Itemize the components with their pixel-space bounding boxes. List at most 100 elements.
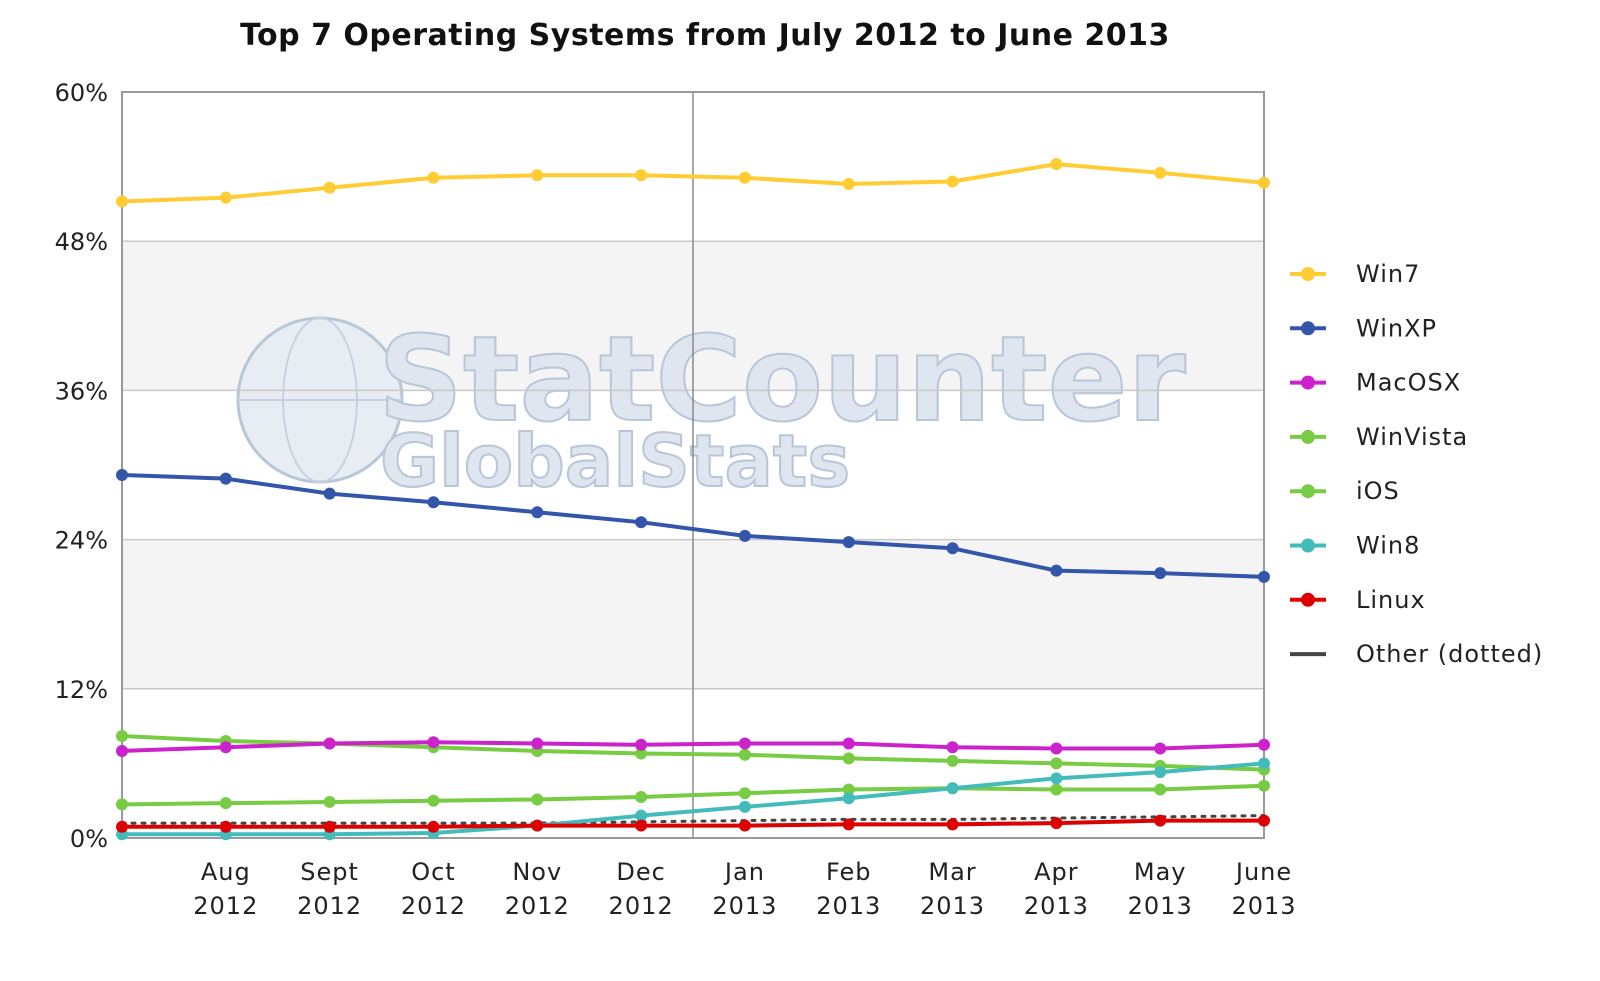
legend-label-win7: Win7 bbox=[1356, 260, 1420, 288]
data-point-linux bbox=[323, 820, 336, 833]
x-tick-label-month: Jan bbox=[723, 858, 765, 886]
data-point-winxp bbox=[323, 487, 336, 500]
data-point-macosx bbox=[531, 737, 544, 750]
data-point-win7 bbox=[946, 175, 959, 188]
data-point-winxp bbox=[738, 529, 751, 542]
y-tick-label: 48% bbox=[55, 228, 108, 256]
data-point-macosx bbox=[427, 736, 440, 749]
data-point-macosx bbox=[946, 741, 959, 754]
data-point-ios bbox=[531, 793, 544, 806]
x-tick-label-year: 2012 bbox=[609, 892, 674, 920]
data-point-linux bbox=[116, 820, 128, 833]
y-tick-label: 12% bbox=[55, 676, 108, 704]
data-point-ios bbox=[1154, 783, 1167, 796]
data-point-win7 bbox=[738, 171, 751, 184]
data-point-winxp bbox=[946, 542, 959, 555]
data-point-linux bbox=[1154, 814, 1167, 827]
legend-swatch-marker-winxp bbox=[1301, 321, 1315, 336]
series-line-linux bbox=[120, 818, 1266, 829]
data-point-win7 bbox=[323, 181, 336, 194]
x-tick-label-year: 2013 bbox=[1231, 892, 1296, 920]
x-tick-label-month: June bbox=[1234, 858, 1292, 886]
legend-label-linux: Linux bbox=[1356, 586, 1426, 614]
legend-swatch-marker-win8 bbox=[1301, 538, 1315, 553]
data-point-ios bbox=[116, 798, 128, 811]
legend-label-win8: Win8 bbox=[1356, 532, 1420, 560]
x-tick-label-year: 2012 bbox=[297, 892, 362, 920]
legend-swatch-marker-macosx bbox=[1301, 375, 1315, 390]
y-tick-label: 0% bbox=[70, 825, 108, 853]
data-point-linux bbox=[219, 820, 232, 833]
data-point-ios bbox=[738, 787, 751, 800]
data-point-winxp bbox=[842, 536, 855, 549]
x-tick-label-year: 2012 bbox=[193, 892, 258, 920]
legend-swatch-marker-winvista bbox=[1301, 429, 1315, 444]
data-point-ios bbox=[635, 790, 648, 803]
x-tick-label-month: Feb bbox=[826, 858, 872, 886]
data-point-linux bbox=[1258, 814, 1270, 827]
legend-swatch-marker-win7 bbox=[1301, 267, 1315, 281]
data-point-winxp bbox=[531, 506, 544, 519]
data-point-linux bbox=[842, 818, 855, 831]
data-point-ios bbox=[1050, 783, 1063, 796]
data-point-win7 bbox=[1154, 166, 1167, 179]
data-point-win8 bbox=[1050, 772, 1063, 785]
series-line-winxp bbox=[120, 472, 1266, 579]
legend-swatch-marker-ios bbox=[1301, 484, 1315, 499]
x-tick-label-month: Nov bbox=[512, 858, 562, 886]
data-point-linux bbox=[1050, 817, 1063, 830]
watermark-text-globalstats: GlobalStats bbox=[380, 419, 850, 503]
x-tick-label-year: 2012 bbox=[401, 892, 466, 920]
y-tick-label: 36% bbox=[55, 377, 108, 405]
data-point-win8 bbox=[1258, 757, 1270, 770]
data-point-macosx bbox=[738, 737, 751, 750]
x-tick-label-year: 2013 bbox=[816, 892, 881, 920]
data-point-linux bbox=[531, 819, 544, 832]
x-tick-label-year: 2013 bbox=[920, 892, 985, 920]
data-point-ios bbox=[323, 795, 336, 808]
data-point-win7 bbox=[1258, 176, 1270, 189]
x-axis-ticks: Aug 2012 Sept 2012 Oct 2012 Nov 2012 Dec 2012 Jan 2… bbox=[193, 858, 1296, 920]
data-point-ios bbox=[842, 783, 855, 796]
data-point-winxp bbox=[1258, 570, 1270, 583]
series-lines bbox=[116, 158, 1270, 841]
data-point-winxp bbox=[1050, 564, 1063, 577]
x-tick-label-month: Dec bbox=[616, 858, 665, 886]
series-line-win8 bbox=[120, 761, 1266, 837]
y-tick-label: 60% bbox=[55, 79, 108, 107]
y-tick-label: 24% bbox=[55, 527, 108, 555]
series-line-other-dotted bbox=[120, 814, 1266, 825]
x-tick-label-month: Sept bbox=[300, 858, 359, 886]
legend-label-other-dotted: Other (dotted) bbox=[1356, 640, 1543, 668]
x-tick-label-month: May bbox=[1134, 858, 1187, 886]
x-tick-label-year: 2013 bbox=[712, 892, 777, 920]
data-point-winxp bbox=[427, 496, 440, 509]
data-point-linux bbox=[427, 820, 440, 833]
legend-swatch-marker-linux bbox=[1301, 592, 1315, 607]
data-point-macosx bbox=[219, 741, 232, 754]
data-point-ios bbox=[1258, 779, 1270, 792]
data-point-winvista bbox=[116, 730, 128, 743]
data-point-win7 bbox=[1050, 158, 1063, 171]
x-tick-label-year: 2012 bbox=[505, 892, 570, 920]
data-point-win7 bbox=[635, 169, 648, 182]
data-point-winxp bbox=[1154, 567, 1167, 580]
data-point-macosx bbox=[842, 737, 855, 750]
data-point-macosx bbox=[1050, 742, 1063, 755]
data-point-win7 bbox=[842, 178, 855, 191]
y-axis-ticks: 0% 12% 24% 36% 48% 60% bbox=[55, 79, 108, 853]
data-point-winxp bbox=[219, 472, 232, 485]
data-point-win8 bbox=[1154, 766, 1167, 779]
data-point-macosx bbox=[1258, 738, 1270, 751]
grid-lines bbox=[121, 91, 1265, 839]
data-point-win7 bbox=[531, 169, 544, 182]
data-point-winvista bbox=[738, 748, 751, 761]
legend-label-macosx: MacOSX bbox=[1356, 369, 1461, 397]
data-point-macosx bbox=[635, 738, 648, 751]
data-point-macosx bbox=[1154, 742, 1167, 755]
watermark-text-statcounter: StatCounter bbox=[378, 310, 1186, 448]
data-point-winxp bbox=[116, 468, 128, 481]
legend-label-ios: iOS bbox=[1356, 477, 1400, 505]
